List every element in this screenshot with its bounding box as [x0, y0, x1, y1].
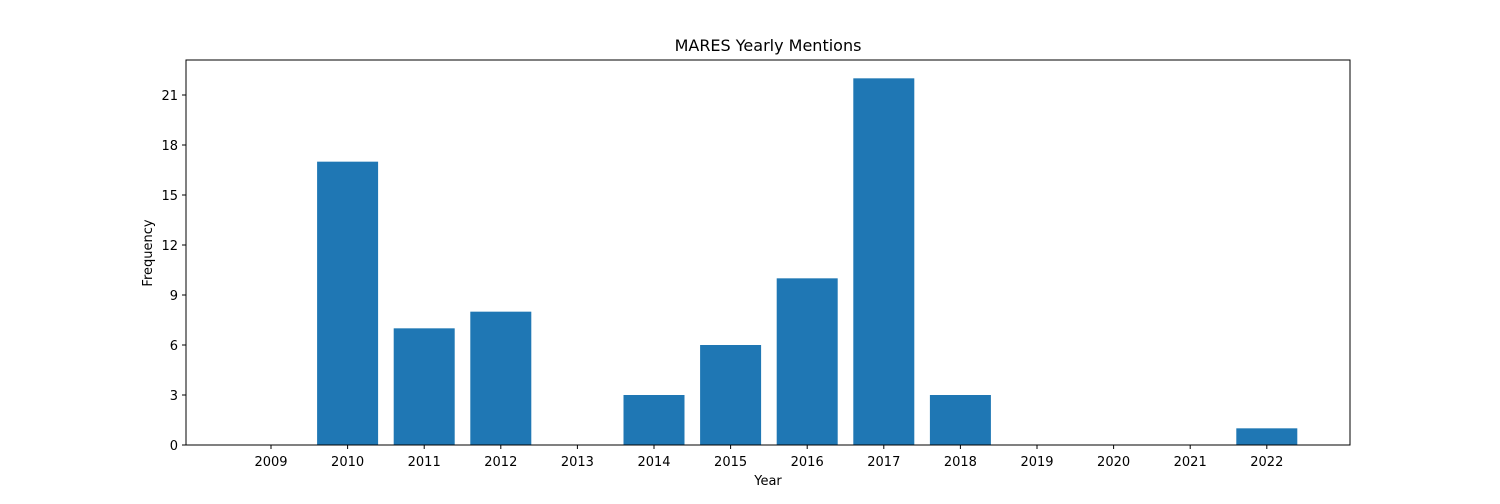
y-tick-label: 9 [170, 289, 178, 304]
chart-title: MARES Yearly Mentions [675, 36, 862, 55]
x-tick-label: 2012 [484, 455, 517, 470]
x-tick-label: 2016 [791, 455, 824, 470]
x-tick-label: 2009 [254, 455, 287, 470]
x-axis-ticks: 2009 2010 2011 2012 2013 2014 2015 2016 2017 2018… [254, 445, 1283, 470]
bar-2015 [700, 345, 762, 445]
y-tick-label: 21 [161, 89, 178, 104]
x-tick-label: 2022 [1250, 455, 1283, 470]
y-axis-label: Frequency [141, 219, 156, 286]
x-tick-label: 2013 [561, 455, 594, 470]
y-axis-ticks: 0 3 6 9 12 15 18 21 [161, 89, 186, 454]
y-tick-label: 3 [170, 389, 178, 404]
bar-2016 [776, 278, 838, 445]
bar-2018 [929, 395, 991, 445]
x-tick-label: 2011 [408, 455, 441, 470]
y-tick-label: 15 [161, 189, 178, 204]
bar-2010 [317, 161, 379, 446]
x-tick-label: 2019 [1020, 455, 1053, 470]
x-axis-label: Year [753, 474, 782, 489]
bar-2011 [393, 328, 455, 445]
bar-2017 [853, 78, 915, 445]
x-tick-label: 2015 [714, 455, 747, 470]
x-tick-label: 2017 [867, 455, 900, 470]
plot-area-frame [185, 59, 1351, 446]
x-tick-label: 2021 [1174, 455, 1207, 470]
bar-2014 [623, 395, 685, 445]
y-tick-label: 0 [170, 439, 178, 454]
x-tick-label: 2014 [637, 455, 670, 470]
bar-2012 [470, 311, 532, 445]
y-tick-label: 18 [161, 139, 178, 154]
y-tick-label: 12 [161, 239, 178, 254]
x-tick-label: 2020 [1097, 455, 1130, 470]
x-tick-label: 2010 [331, 455, 364, 470]
bar-2022 [1236, 428, 1298, 445]
x-tick-label: 2018 [944, 455, 977, 470]
y-tick-label: 6 [170, 339, 178, 354]
bars-group [317, 78, 1298, 446]
